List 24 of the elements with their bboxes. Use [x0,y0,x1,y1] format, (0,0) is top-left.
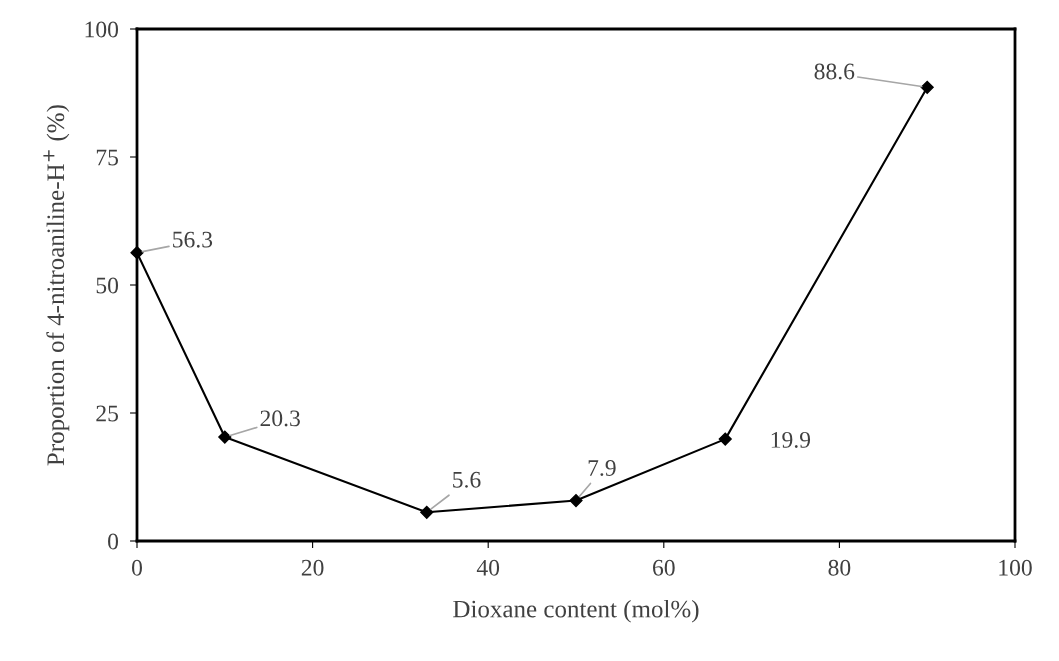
point [218,430,232,444]
y-tick-label: 75 [96,149,119,166]
data-label: 5.6 [453,471,481,488]
x-tick-label: 60 [653,559,675,576]
data-label: 7.9 [588,460,616,477]
data-label: 20.3 [260,410,300,427]
y-tick-label: 0 [108,533,119,550]
x-tick-label: 20 [301,559,324,576]
x-tick-label: 100 [999,559,1032,576]
point [420,505,434,519]
y-tick-label: 50 [96,277,119,294]
point [920,80,934,94]
y-tick-label: 25 [96,405,119,422]
point [569,493,583,508]
y-tick-label: 100 [85,21,119,38]
x-tick-label: 40 [476,559,500,576]
data-label: 19.9 [771,431,811,448]
data-label: 56.3 [173,231,213,248]
data-label: 88.6 [814,63,855,80]
y-axis-title: Proportion of 4-nitroaniline-H$^{+}$ (%) [43,105,70,466]
x-axis-title: Dioxane content (mol%) [453,599,699,623]
x-tick-label: 80 [828,559,851,576]
x-tick-label: 0 [132,559,142,576]
point [718,432,732,446]
